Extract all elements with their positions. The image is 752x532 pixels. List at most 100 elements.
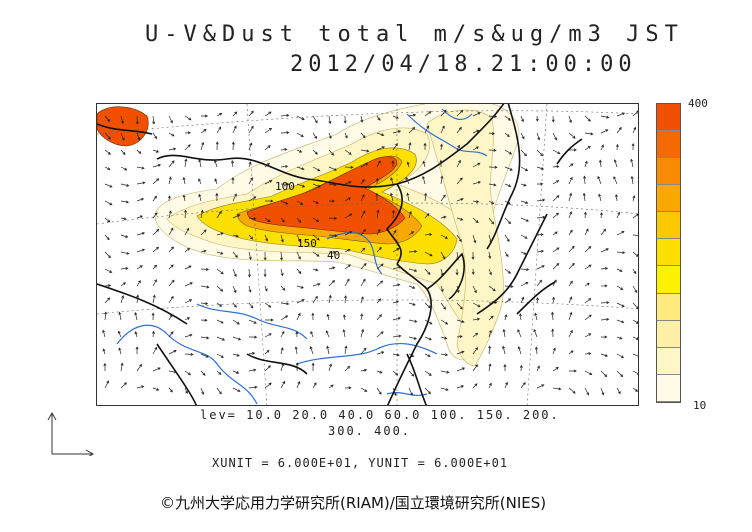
wind-arrow [488, 114, 498, 118]
wind-arrow [456, 217, 464, 221]
wind-arrow [616, 285, 624, 290]
wind-arrow [598, 159, 602, 168]
wind-arrow [568, 262, 575, 270]
wind-arrow [568, 115, 572, 124]
wind-arrow [504, 251, 509, 258]
wind-arrow [616, 370, 624, 378]
colorbar-segment [657, 158, 680, 186]
wind-arrow [312, 268, 319, 272]
wind-arrow [168, 264, 174, 270]
wind-arrow [264, 285, 268, 292]
wind-arrow [136, 385, 145, 389]
wind-arrow [408, 353, 415, 357]
wind-arrow [168, 246, 174, 253]
wind-arrow [440, 125, 445, 134]
wind-arrow [216, 370, 222, 375]
wind-arrow [632, 268, 637, 275]
wind-arrow [151, 312, 155, 321]
wind-arrow [488, 285, 496, 292]
wind-arrow [247, 268, 251, 278]
colorbar-segment [657, 239, 680, 267]
wind-arrow [568, 329, 573, 338]
wind-arrow [408, 370, 415, 377]
contour-label-40: 40 [327, 249, 340, 262]
wind-arrow [614, 194, 618, 202]
wind-arrow [134, 331, 138, 338]
wind-arrow [552, 367, 559, 372]
wind-arrow [360, 179, 365, 185]
wind-arrow [615, 143, 619, 151]
wind-arrow [328, 266, 336, 270]
wind-arrow [360, 313, 364, 321]
wind-arrow [456, 109, 464, 117]
wind-arrow [152, 163, 162, 168]
wind-arrow [552, 347, 556, 355]
wind-arrow [616, 319, 625, 324]
wind-arrow [440, 353, 449, 357]
wind-arrow [551, 115, 555, 123]
wind-arrow [232, 370, 240, 374]
wind-arrow [136, 265, 143, 270]
wind-arrow [312, 217, 320, 222]
wind-arrow [264, 111, 272, 117]
wind-arrow [152, 279, 157, 287]
wind-arrow [182, 176, 186, 185]
wind-arrow [296, 183, 306, 188]
wind-arrow [408, 319, 418, 323]
wind-arrow [168, 147, 177, 151]
wind-arrow [104, 217, 111, 223]
wind-arrow [440, 285, 444, 293]
wind-arrow [216, 112, 223, 117]
wind-arrow [600, 144, 604, 151]
wind-arrow [517, 346, 522, 355]
wind-arrow [102, 329, 106, 338]
wind-arrow [295, 331, 299, 338]
wind-arrow [280, 182, 290, 186]
wind-arrow [152, 294, 156, 304]
wind-arrow [312, 132, 317, 139]
wind-arrow [376, 298, 382, 304]
wind-arrow [184, 227, 190, 236]
wind-arrow [104, 132, 111, 140]
wind-arrow [408, 231, 415, 236]
wind-arrow [600, 353, 609, 357]
wind-arrow [568, 176, 573, 185]
wind-arrow [552, 231, 558, 236]
colorbar-segment [657, 374, 680, 402]
wind-arrow [600, 317, 610, 321]
contour-label-100: 100 [275, 180, 295, 193]
wind-arrow [135, 115, 139, 125]
wind-arrow [296, 285, 304, 289]
wind-arrow [264, 382, 272, 389]
wind-arrow [599, 212, 603, 219]
wind-arrow [216, 387, 222, 395]
wind-arrow [184, 370, 192, 376]
wind-arrow [552, 262, 560, 270]
wind-arrow [616, 353, 625, 358]
wind-arrow [120, 217, 127, 221]
wind-arrow [583, 175, 587, 185]
wind-arrow [117, 330, 122, 338]
wind-arrow [504, 298, 512, 304]
wind-arrow [152, 264, 158, 270]
wind-arrow [376, 209, 380, 219]
wind-arrow [136, 280, 141, 287]
dust-field [97, 104, 520, 367]
wind-arrow [488, 131, 496, 135]
wind-arrow [533, 328, 538, 338]
map-canvas: 100 150 40 [97, 104, 638, 405]
wind-arrow [376, 115, 381, 121]
wind-arrow [312, 183, 321, 188]
wind-arrow [232, 251, 238, 258]
wind-arrow [104, 311, 108, 321]
wind-arrow [584, 115, 591, 122]
wind-arrow [424, 192, 428, 202]
wind-arrow [551, 328, 555, 338]
wind-arrow [472, 364, 478, 372]
wind-arrow [104, 251, 111, 259]
wind-arrow [248, 161, 252, 168]
wind-arrow [360, 132, 366, 139]
wind-arrow [568, 296, 573, 304]
wind-arrow [472, 285, 477, 294]
colorbar-segment [657, 266, 680, 294]
